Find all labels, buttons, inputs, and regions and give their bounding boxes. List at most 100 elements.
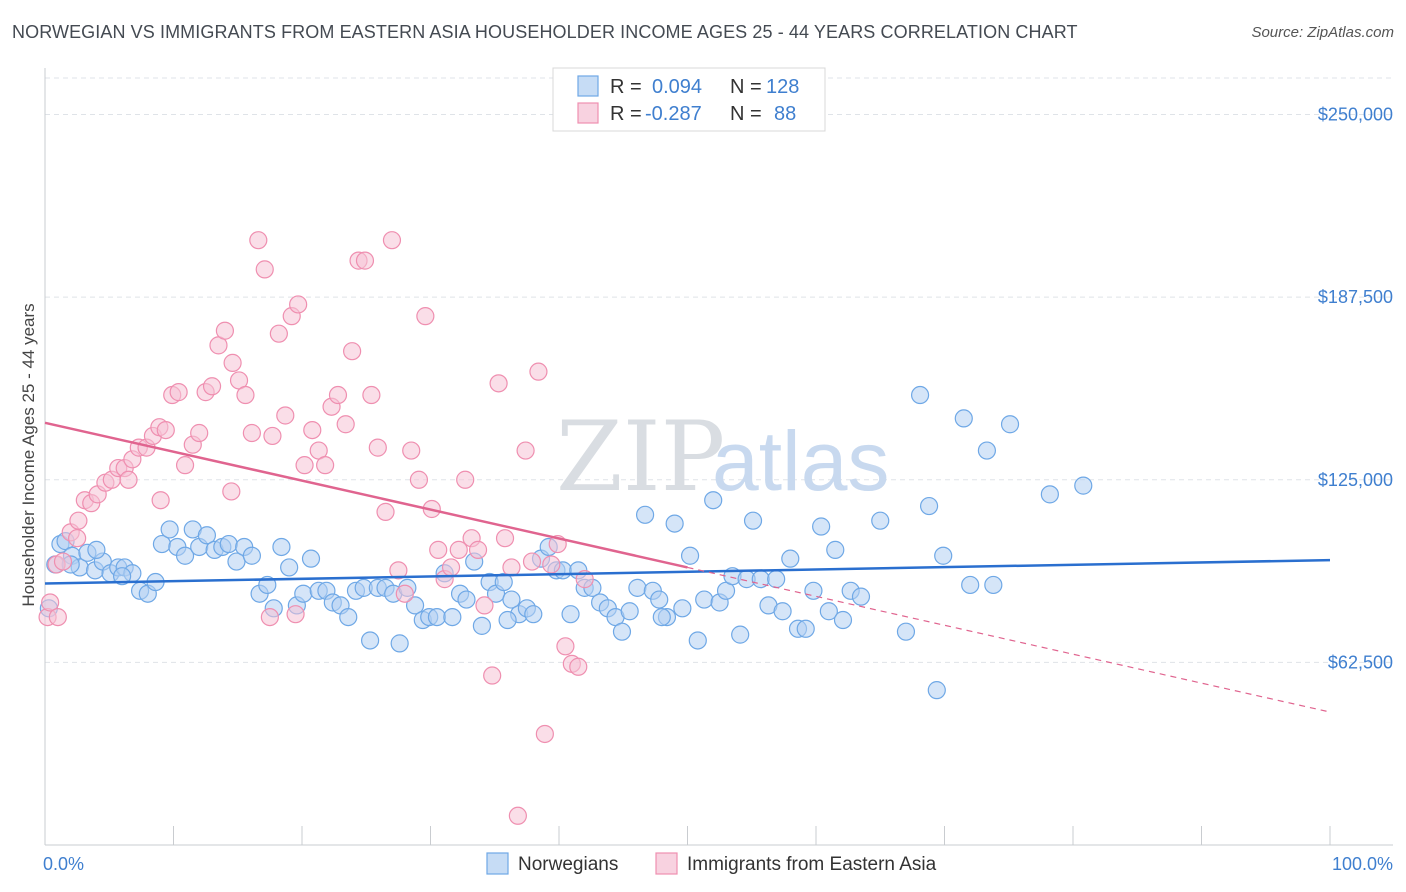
point-immigrants — [362, 385, 381, 405]
legend-r-value-norwegians: 0.094 — [652, 76, 702, 98]
point-immigrants — [355, 251, 375, 270]
point-norwegians — [242, 546, 261, 565]
point-immigrants — [475, 596, 494, 615]
point-immigrants — [286, 605, 305, 624]
point-norwegians — [871, 511, 890, 530]
x-tick-label-start: 0.0% — [43, 854, 84, 874]
point-norwegians — [87, 540, 106, 559]
y-tick-labels: $62,500 $125,000 $187,500 $250,000 — [1318, 105, 1393, 673]
point-norwegians — [743, 511, 763, 530]
point-immigrants — [156, 420, 175, 440]
point-norwegians — [833, 610, 853, 630]
point-immigrants — [516, 441, 535, 460]
point-immigrants — [53, 552, 73, 571]
point-immigrants — [223, 353, 242, 372]
legend-swatch-norwegians — [577, 75, 599, 97]
point-norwegians — [812, 517, 831, 536]
point-norwegians — [695, 590, 714, 609]
point-immigrants — [542, 555, 561, 574]
point-immigrants — [336, 415, 355, 434]
legend-swatch-immigrants — [577, 102, 599, 124]
watermark: ZIP atlas — [556, 401, 889, 513]
point-immigrants — [402, 441, 421, 460]
point-immigrants — [489, 374, 508, 393]
point-immigrants — [260, 607, 279, 627]
point-norwegians — [498, 610, 517, 630]
data-points — [38, 231, 1093, 825]
point-norwegians — [1040, 485, 1059, 504]
point-norwegians — [405, 596, 425, 615]
point-norwegians — [731, 625, 750, 644]
trend-line-norwegians — [44, 558, 1331, 585]
point-immigrants — [151, 491, 170, 510]
gridlines — [45, 77, 1393, 663]
x-tick-label-end: 100.0% — [1332, 854, 1393, 874]
point-norwegians — [688, 631, 707, 650]
point-immigrants — [255, 260, 274, 279]
point-immigrants — [263, 426, 282, 446]
point-norwegians — [197, 526, 217, 545]
point-immigrants — [202, 377, 222, 396]
point-immigrants — [449, 540, 468, 559]
point-immigrants — [343, 342, 362, 361]
point-norwegians — [524, 605, 543, 624]
point-immigrants — [328, 385, 348, 405]
point-norwegians — [826, 540, 845, 559]
point-norwegians — [652, 607, 671, 627]
point-norwegians — [160, 520, 179, 539]
axes — [44, 68, 1393, 846]
point-immigrants — [41, 593, 60, 612]
point-immigrants — [416, 307, 435, 326]
legend-bottom-swatch-immigrants — [655, 852, 678, 875]
point-immigrants — [295, 456, 314, 475]
point-norwegians — [612, 622, 632, 641]
y-tick-label: $125,000 — [1318, 470, 1393, 490]
point-norwegians — [977, 441, 997, 460]
point-immigrants — [483, 666, 502, 685]
point-immigrants — [535, 724, 554, 744]
point-immigrants — [69, 511, 88, 530]
point-immigrants — [316, 456, 335, 475]
watermark-atlas: atlas — [712, 414, 889, 508]
point-norwegians — [390, 634, 409, 653]
point-immigrants — [289, 295, 308, 314]
point-norwegians — [673, 599, 692, 618]
point-norwegians — [427, 607, 447, 627]
point-immigrants — [441, 558, 461, 577]
point-immigrants — [429, 540, 448, 559]
trend-line-immigrants — [44, 421, 688, 569]
point-norwegians — [773, 602, 792, 621]
trend-lines — [44, 421, 1331, 713]
point-immigrants — [48, 607, 67, 627]
point-immigrants — [382, 231, 402, 250]
legend-bottom-label-immigrants: Immigrants from Eastern Asia — [687, 854, 937, 875]
point-immigrants — [495, 529, 515, 548]
point-immigrants — [395, 584, 414, 603]
point-norwegians — [896, 622, 916, 641]
point-norwegians — [301, 549, 321, 568]
point-norwegians — [680, 546, 700, 565]
point-norwegians — [561, 605, 580, 624]
point-immigrants — [556, 637, 575, 656]
point-norwegians — [219, 534, 238, 554]
point-immigrants — [119, 470, 138, 489]
point-norwegians — [704, 491, 723, 510]
point-norwegians — [635, 505, 655, 524]
y-tick-label: $250,000 — [1318, 105, 1393, 125]
x-tick-labels: 0.0% 100.0% — [43, 854, 1393, 874]
watermark-zip: ZIP — [556, 401, 725, 513]
point-immigrants — [456, 470, 475, 489]
point-norwegians — [1074, 476, 1093, 495]
point-immigrants — [522, 552, 542, 571]
point-norwegians — [796, 619, 815, 638]
legend-bottom-swatch-norwegians — [486, 852, 509, 875]
point-norwegians — [819, 602, 838, 621]
point-immigrants — [276, 406, 295, 425]
point-norwegians — [984, 575, 1003, 595]
legend-r-value-immigrants: -0.287 — [645, 103, 702, 125]
legend-r-label-2: R = — [610, 103, 642, 125]
source-label: Source: ZipAtlas.com — [1251, 24, 1394, 41]
point-norwegians — [961, 575, 980, 595]
point-norwegians — [494, 572, 513, 592]
